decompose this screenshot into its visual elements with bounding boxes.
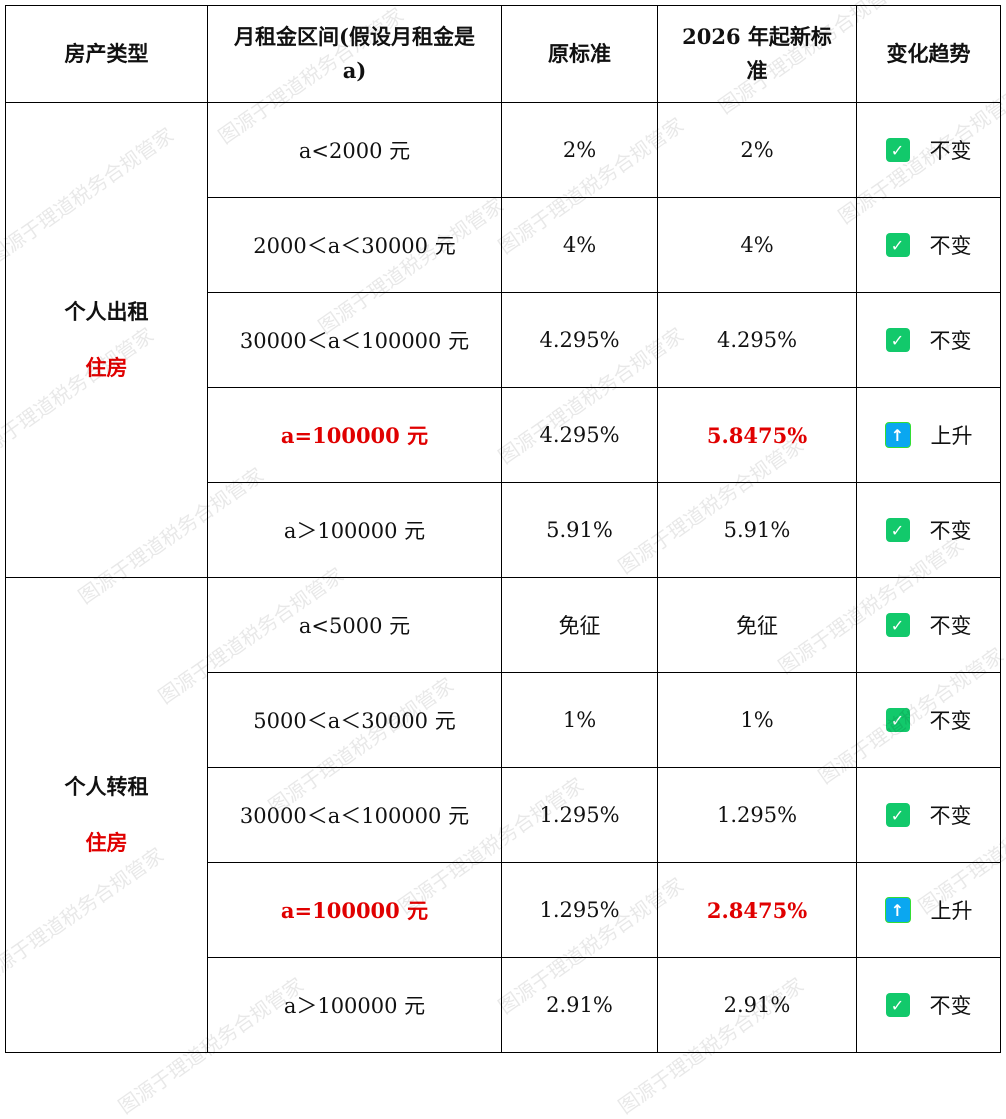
new-rate: 2%	[657, 102, 857, 198]
trend: ↑ 上升	[856, 387, 1001, 483]
rent-range: 30000＜a＜100000 元	[207, 767, 502, 863]
trend-label: 不变	[929, 329, 972, 353]
header-new: 2026 年起新标准	[657, 5, 857, 103]
rent-range: a＞100000 元	[207, 482, 502, 578]
old-rate: 4.295%	[501, 292, 658, 388]
trend: ✓ 不变	[856, 577, 1001, 673]
check-icon: ✓	[885, 803, 910, 827]
trend: ✓ 不变	[856, 957, 1001, 1053]
check-icon: ✓	[885, 328, 910, 352]
old-rate: 免征	[501, 577, 658, 673]
trend-label: 不变	[929, 709, 972, 733]
table-row: 5000＜a＜30000 元 1% 1% ✓ 不变	[6, 672, 1001, 768]
new-rate: 4.295%	[657, 292, 857, 388]
header-type: 房产类型	[5, 5, 208, 103]
old-rate: 1%	[501, 672, 658, 768]
trend: ✓ 不变	[856, 767, 1001, 863]
new-rate: 4%	[657, 197, 857, 293]
check-icon: ✓	[885, 518, 910, 542]
check-icon: ✓	[885, 993, 910, 1017]
property-type: 个人转租 住房	[5, 577, 208, 1053]
new-rate: 免征	[657, 577, 857, 673]
table-row: a＞100000 元 2.91% 2.91% ✓ 不变	[6, 957, 1001, 1053]
trend-label: 不变	[929, 519, 972, 543]
new-rate: 2.91%	[657, 957, 857, 1053]
old-rate: 4%	[501, 197, 658, 293]
old-rate: 1.295%	[501, 862, 658, 958]
old-rate: 5.91%	[501, 482, 658, 578]
table-row: 30000＜a＜100000 元 1.295% 1.295% ✓ 不变	[6, 767, 1001, 863]
check-icon: ✓	[885, 708, 910, 732]
trend-label: 不变	[929, 234, 972, 258]
rent-range: 30000＜a＜100000 元	[207, 292, 502, 388]
trend-label: 不变	[929, 994, 972, 1018]
header-trend: 变化趋势	[856, 5, 1001, 103]
trend-label: 不变	[929, 614, 972, 638]
old-rate: 1.295%	[501, 767, 658, 863]
table-row: 个人转租 住房 a<5000 元免征 免征 ✓ 不变	[5, 577, 1001, 1053]
trend-label: 上升	[930, 424, 973, 448]
rent-range: 5000＜a＜30000 元	[207, 672, 502, 768]
new-rate: 5.8475%	[657, 387, 857, 483]
trend: ✓ 不变	[856, 197, 1001, 293]
trend: ✓ 不变	[856, 292, 1001, 388]
table-row: a=100000 元 1.295% 2.8475% ↑ 上升	[6, 862, 1001, 958]
rent-range: a=100000 元	[207, 387, 502, 483]
property-type: 个人出租 住房	[5, 102, 208, 578]
check-icon: ✓	[885, 233, 910, 257]
type-line2: 住房	[85, 830, 128, 855]
trend: ✓ 不变	[856, 672, 1001, 768]
rent-range: a<2000 元	[207, 102, 502, 198]
type-line1: 个人转租	[64, 774, 149, 799]
trend: ✓ 不变	[856, 482, 1001, 578]
old-rate: 2.91%	[501, 957, 658, 1053]
old-rate: 2%	[501, 102, 658, 198]
check-icon: ✓	[885, 138, 910, 162]
arrow-up-icon: ↑	[884, 897, 911, 923]
header-range: 月租金区间(假设月租金是 a)	[207, 5, 502, 103]
header-row: 房产类型 月租金区间(假设月租金是 a) 原标准 2026 年起新标准 变化趋势	[5, 5, 1001, 103]
new-rate: 1.295%	[657, 767, 857, 863]
rent-range: a=100000 元	[207, 862, 502, 958]
header-old: 原标准	[501, 5, 658, 103]
new-rate: 5.91%	[657, 482, 857, 578]
new-rate: 2.8475%	[657, 862, 857, 958]
rent-tax-table: 房产类型 月租金区间(假设月租金是 a) 原标准 2026 年起新标准 变化趋势…	[5, 5, 1001, 1053]
rent-range: 2000＜a＜30000 元	[207, 197, 502, 293]
rent-range: a＞100000 元	[207, 957, 502, 1053]
arrow-up-icon: ↑	[884, 422, 911, 448]
trend: ↑ 上升	[856, 862, 1001, 958]
check-icon: ✓	[885, 613, 910, 637]
rent-range: a<5000 元	[207, 577, 502, 673]
table-row: a＞100000 元 5.91% 5.91% ✓ 不变	[6, 482, 1001, 578]
new-rate: 1%	[657, 672, 857, 768]
trend: ✓ 不变	[856, 102, 1001, 198]
trend-label: 不变	[929, 139, 972, 163]
type-line2: 住房	[85, 355, 128, 380]
type-line1: 个人出租	[64, 299, 149, 324]
table-row: 30000＜a＜100000 元 4.295% 4.295% ✓ 不变	[6, 292, 1001, 388]
trend-label: 上升	[930, 899, 973, 923]
old-rate: 4.295%	[501, 387, 658, 483]
trend-label: 不变	[929, 804, 972, 828]
table-row: 个人出租 住房 a<2000 元 2% 2% ✓ 不变	[5, 102, 1001, 578]
